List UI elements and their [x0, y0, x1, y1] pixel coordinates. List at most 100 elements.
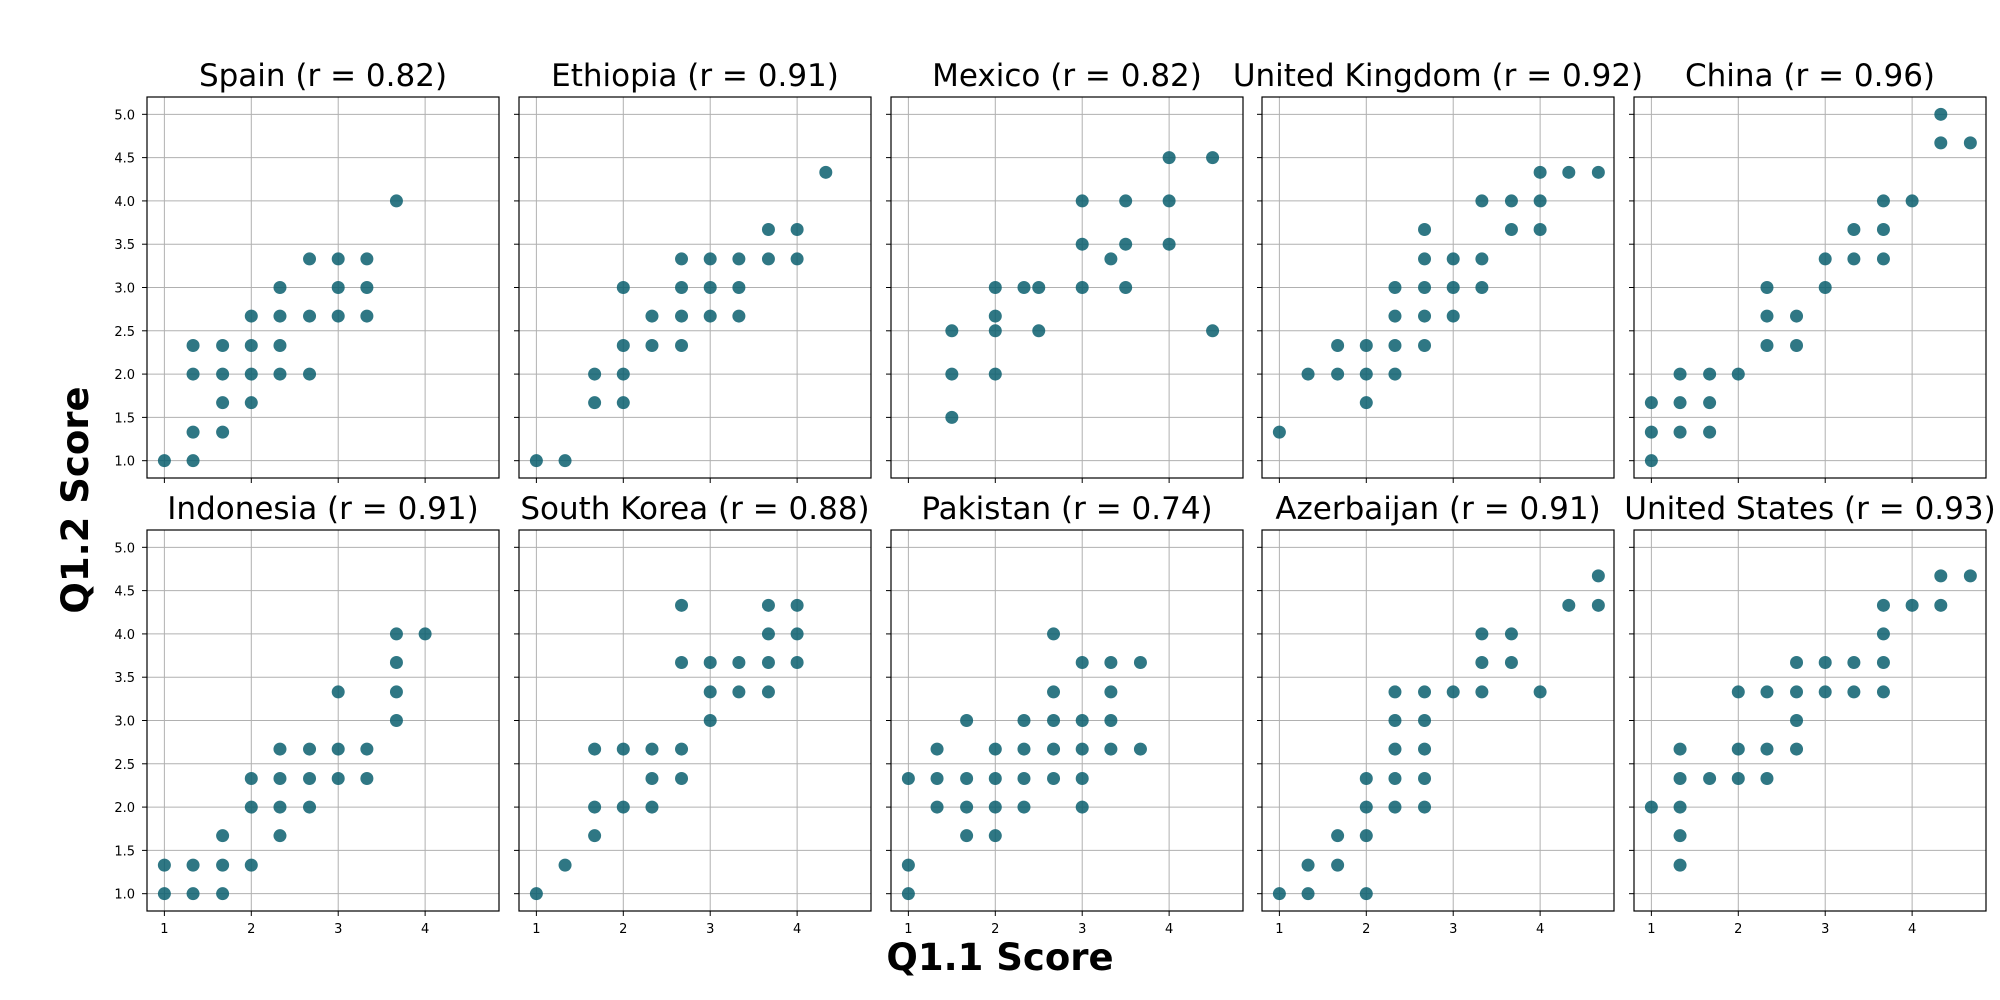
data-point	[1562, 165, 1576, 179]
x-tick-label: 2	[991, 922, 999, 937]
data-point	[1847, 252, 1861, 266]
data-point	[703, 714, 717, 727]
data-point	[761, 685, 775, 699]
data-point	[216, 367, 230, 381]
data-point	[1731, 685, 1745, 699]
data-point	[1331, 829, 1345, 843]
y-tick-label: 2.5	[114, 325, 135, 340]
data-point	[1790, 309, 1804, 323]
data-point	[157, 454, 171, 468]
data-point	[645, 800, 659, 814]
data-point	[1047, 685, 1061, 699]
data-point	[1533, 222, 1547, 236]
data-point	[588, 800, 602, 814]
data-point	[1790, 685, 1804, 699]
data-point	[1591, 598, 1605, 612]
data-point	[186, 454, 200, 468]
data-point	[1703, 772, 1717, 786]
scatter-panel: United Kingdom (r = 0.92)	[1233, 58, 1643, 483]
data-point	[216, 339, 230, 353]
data-point	[244, 800, 258, 814]
data-point	[1206, 151, 1220, 165]
panel-title: Spain (r = 0.82)	[199, 58, 447, 94]
data-point	[1133, 742, 1147, 756]
data-point	[616, 800, 630, 814]
data-point	[244, 339, 258, 353]
data-point	[1760, 685, 1774, 699]
data-point	[1017, 772, 1031, 786]
x-tick-label: 2	[1362, 922, 1370, 937]
data-point	[675, 309, 689, 323]
x-tick-label: 1	[532, 922, 540, 937]
data-point	[645, 339, 659, 353]
data-point	[1703, 396, 1717, 410]
scatter-panel: 1 2 3 4 1.0 1.5 2.0 2.5 3.0 3.5 4.0 4.5 5.0 Indonesia…	[114, 491, 500, 937]
data-point	[1673, 858, 1687, 872]
data-point	[1504, 222, 1518, 236]
data-point	[616, 742, 630, 756]
data-point	[273, 367, 287, 381]
data-point	[1731, 772, 1745, 786]
data-point	[761, 222, 775, 236]
data-point	[303, 367, 317, 381]
data-point	[389, 194, 403, 208]
data-point	[1017, 714, 1031, 727]
data-point	[389, 627, 403, 641]
data-point	[616, 339, 630, 353]
data-point	[588, 367, 602, 381]
data-point	[303, 772, 317, 786]
data-point	[389, 714, 403, 727]
data-point	[1644, 425, 1658, 439]
data-point	[616, 281, 630, 294]
data-point	[1562, 598, 1576, 612]
data-point	[244, 309, 258, 323]
y-tick-label: 2.0	[114, 801, 135, 816]
y-tick-label: 4.5	[114, 585, 135, 600]
panel-title: South Korea (r = 0.88)	[520, 491, 869, 527]
data-point	[303, 252, 317, 266]
data-point	[1047, 714, 1061, 727]
data-point	[1760, 339, 1774, 353]
y-axis-label: Q1.2 Score	[54, 386, 97, 613]
data-point	[186, 367, 200, 381]
data-point	[1331, 858, 1345, 872]
data-point	[1818, 685, 1832, 699]
data-point	[1359, 367, 1373, 381]
data-point	[1032, 324, 1046, 338]
data-point	[331, 309, 345, 323]
data-point	[1388, 367, 1402, 381]
data-point	[1673, 829, 1687, 843]
data-point	[1104, 742, 1118, 756]
data-point	[1359, 887, 1373, 901]
x-tick-label: 4	[793, 922, 801, 937]
data-point	[1533, 165, 1547, 179]
data-point	[1359, 339, 1373, 353]
data-point	[1272, 425, 1286, 439]
data-point	[1388, 339, 1402, 353]
data-point	[1475, 627, 1489, 641]
data-point	[988, 800, 1002, 814]
scatter-panel: 1 2 3 4 South Korea (r = 0.88)	[514, 491, 872, 937]
y-tick-label: 1.5	[114, 411, 135, 426]
data-point	[1017, 281, 1031, 294]
y-tick-label: 1.0	[114, 888, 135, 903]
data-point	[273, 800, 287, 814]
panel-title: Ethiopia (r = 0.91)	[551, 58, 839, 94]
data-point	[675, 655, 689, 669]
data-point	[1418, 339, 1432, 353]
data-point	[988, 772, 1002, 786]
y-tick-label: 4.0	[114, 195, 135, 210]
data-point	[1790, 655, 1804, 669]
data-point	[186, 887, 200, 901]
data-point	[645, 742, 659, 756]
data-point	[1818, 281, 1832, 294]
data-point	[216, 396, 230, 410]
x-tick-label: 3	[334, 922, 342, 937]
data-point	[1418, 222, 1432, 236]
panel-title: Indonesia (r = 0.91)	[167, 491, 478, 527]
data-point	[960, 714, 974, 727]
data-point	[1359, 772, 1373, 786]
data-point	[186, 858, 200, 872]
data-point	[1133, 655, 1147, 669]
data-point	[1644, 454, 1658, 468]
